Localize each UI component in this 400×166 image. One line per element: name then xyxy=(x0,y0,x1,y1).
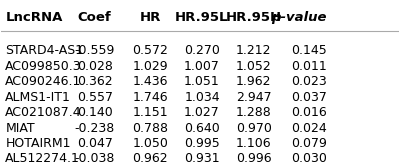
Text: 0.047: 0.047 xyxy=(77,137,113,150)
Text: LncRNA: LncRNA xyxy=(5,11,63,24)
Text: 0.970: 0.970 xyxy=(236,122,272,134)
Text: 1.029: 1.029 xyxy=(132,60,168,73)
Text: 0.028: 0.028 xyxy=(77,60,113,73)
Text: AC090246.1: AC090246.1 xyxy=(5,75,82,88)
Text: 0.030: 0.030 xyxy=(291,152,327,165)
Text: 1.746: 1.746 xyxy=(132,91,168,104)
Text: 0.995: 0.995 xyxy=(184,137,220,150)
Text: 1.212: 1.212 xyxy=(236,44,271,57)
Text: 1.436: 1.436 xyxy=(132,75,168,88)
Text: 0.362: 0.362 xyxy=(77,75,112,88)
Text: 0.023: 0.023 xyxy=(291,75,327,88)
Text: Coef: Coef xyxy=(78,11,112,24)
Text: 0.079: 0.079 xyxy=(291,137,327,150)
Text: 1.288: 1.288 xyxy=(236,106,272,119)
Text: 0.024: 0.024 xyxy=(291,122,327,134)
Text: AL512274.1: AL512274.1 xyxy=(5,152,80,165)
Text: HR: HR xyxy=(140,11,161,24)
Text: 0.557: 0.557 xyxy=(77,91,113,104)
Text: 1.151: 1.151 xyxy=(132,106,168,119)
Text: ALMS1-IT1: ALMS1-IT1 xyxy=(5,91,71,104)
Text: 1.027: 1.027 xyxy=(184,106,220,119)
Text: STARD4-AS1: STARD4-AS1 xyxy=(5,44,84,57)
Text: 0.962: 0.962 xyxy=(132,152,168,165)
Text: 0.140: 0.140 xyxy=(77,106,113,119)
Text: 1.051: 1.051 xyxy=(184,75,220,88)
Text: HOTAIRM1: HOTAIRM1 xyxy=(5,137,71,150)
Text: HR.95L: HR.95L xyxy=(175,11,229,24)
Text: 1.106: 1.106 xyxy=(236,137,272,150)
Text: MIAT: MIAT xyxy=(5,122,35,134)
Text: AC099850.3: AC099850.3 xyxy=(5,60,82,73)
Text: 0.788: 0.788 xyxy=(132,122,168,134)
Text: 0.996: 0.996 xyxy=(236,152,272,165)
Text: 0.011: 0.011 xyxy=(291,60,327,73)
Text: 2.947: 2.947 xyxy=(236,91,272,104)
Text: -0.238: -0.238 xyxy=(75,122,115,134)
Text: p-value: p-value xyxy=(272,11,327,24)
Text: AC021087.4: AC021087.4 xyxy=(5,106,82,119)
Text: 0.016: 0.016 xyxy=(291,106,327,119)
Text: HR.95H: HR.95H xyxy=(226,11,282,24)
Text: 1.034: 1.034 xyxy=(184,91,220,104)
Text: -0.038: -0.038 xyxy=(74,152,115,165)
Text: 1.007: 1.007 xyxy=(184,60,220,73)
Text: 1.052: 1.052 xyxy=(236,60,272,73)
Text: 0.572: 0.572 xyxy=(132,44,168,57)
Text: 1.962: 1.962 xyxy=(236,75,271,88)
Text: 0.145: 0.145 xyxy=(291,44,327,57)
Text: 1.050: 1.050 xyxy=(132,137,168,150)
Text: 0.931: 0.931 xyxy=(184,152,220,165)
Text: -0.559: -0.559 xyxy=(74,44,115,57)
Text: 0.037: 0.037 xyxy=(291,91,327,104)
Text: 0.640: 0.640 xyxy=(184,122,220,134)
Text: 0.270: 0.270 xyxy=(184,44,220,57)
